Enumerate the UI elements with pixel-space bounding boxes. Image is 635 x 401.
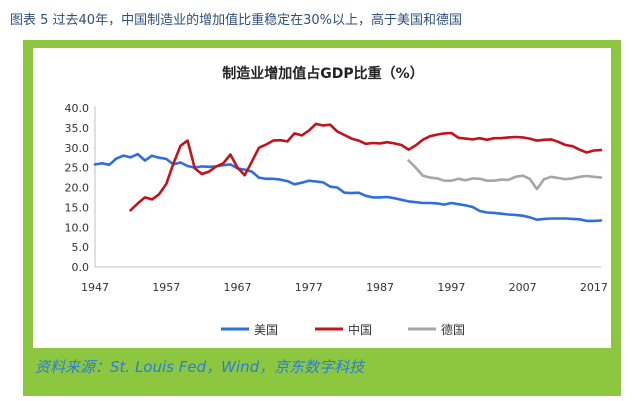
x-tick-label: 1977 <box>295 281 323 294</box>
chart-title: 制造业增加值占GDP比重（%） <box>222 65 423 82</box>
figure-caption: 图表 5 过去40年，中国制造业的增加值比重稳定在30%以上，高于美国和德国 <box>10 13 462 28</box>
series-line-2 <box>407 159 603 191</box>
y-tick-label: 25.0 <box>65 162 90 175</box>
x-tick-label: 1957 <box>152 281 180 294</box>
legend-label-0: 美国 <box>254 323 278 337</box>
y-tick-label: 20.0 <box>65 182 90 195</box>
source-note: 资料来源：St. Louis Fed，Wind，京东数字科技 <box>35 358 365 376</box>
x-tick-label: 1947 <box>81 281 109 294</box>
chart-panel: 制造业增加值占GDP比重（%） 0.0 5.0 10.0 15.0 20.0 25.0 30… <box>33 48 611 348</box>
y-tick-label: 35.0 <box>65 122 90 135</box>
legend-label-2: 德国 <box>441 322 465 337</box>
x-tick-label: 1967 <box>224 281 252 294</box>
chart-frame: 制造业增加值占GDP比重（%） 0.0 5.0 10.0 15.0 20.0 25.0 30… <box>23 40 621 396</box>
legend-label-1: 中国 <box>348 322 372 337</box>
x-tick-label: 1987 <box>366 281 394 294</box>
y-tick-label: 5.0 <box>72 241 90 254</box>
y-tick-label: 0.0 <box>72 261 90 274</box>
y-tick-label: 30.0 <box>65 142 90 155</box>
x-tick-label: 2017 <box>580 281 608 294</box>
y-tick-label: 10.0 <box>65 221 90 234</box>
y-tick-label: 15.0 <box>65 201 90 214</box>
line-chart: 制造业增加值占GDP比重（%） 0.0 5.0 10.0 15.0 20.0 25.0 30… <box>65 65 608 337</box>
y-tick-label: 40.0 <box>65 102 90 115</box>
series-line-0 <box>93 152 603 223</box>
x-tick-label: 2007 <box>509 281 537 294</box>
x-tick-label: 1997 <box>437 281 465 294</box>
series-line-1 <box>129 122 603 212</box>
